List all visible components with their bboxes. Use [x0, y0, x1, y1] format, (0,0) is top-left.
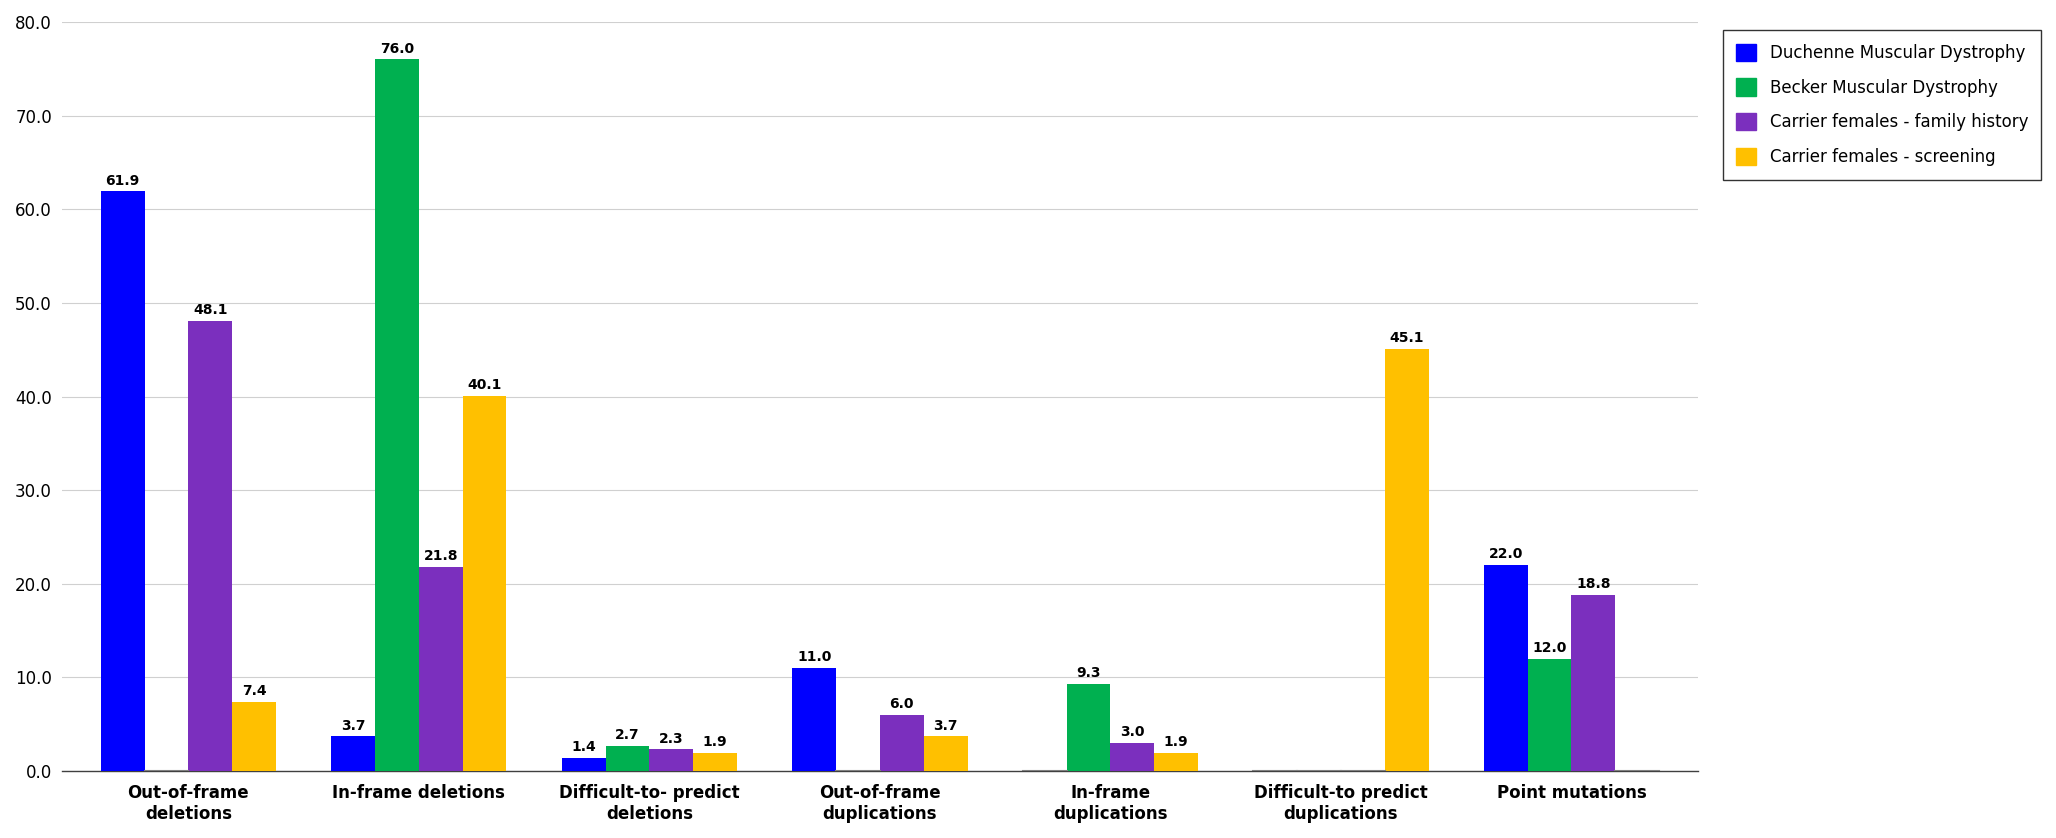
- Text: 7.4: 7.4: [243, 684, 267, 698]
- Bar: [1153, 753, 1199, 771]
- Text: 2.7: 2.7: [615, 728, 639, 742]
- Legend: Duchenne Muscular Dystrophy, Becker Muscular Dystrophy, Carrier females - family: Duchenne Muscular Dystrophy, Becker Musc…: [1723, 30, 2042, 179]
- Text: 2.3: 2.3: [660, 732, 683, 746]
- Bar: [1484, 565, 1528, 771]
- Text: 61.9: 61.9: [105, 173, 140, 188]
- Bar: [607, 746, 650, 771]
- Bar: [792, 668, 837, 771]
- Text: 40.1: 40.1: [467, 378, 502, 392]
- Bar: [331, 737, 374, 771]
- Bar: [650, 749, 693, 771]
- Text: 22.0: 22.0: [1489, 547, 1523, 561]
- Bar: [693, 753, 736, 771]
- Text: 9.3: 9.3: [1075, 666, 1100, 680]
- Text: 12.0: 12.0: [1532, 641, 1567, 655]
- Bar: [1528, 659, 1571, 771]
- Bar: [232, 701, 276, 771]
- Bar: [880, 715, 923, 771]
- Text: 76.0: 76.0: [380, 42, 413, 55]
- Bar: [101, 191, 144, 771]
- Text: 6.0: 6.0: [890, 697, 915, 711]
- Bar: [189, 321, 232, 771]
- Bar: [419, 566, 463, 771]
- Text: 11.0: 11.0: [798, 650, 831, 665]
- Text: 3.0: 3.0: [1121, 725, 1145, 739]
- Text: 45.1: 45.1: [1390, 331, 1425, 345]
- Bar: [561, 758, 607, 771]
- Text: 48.1: 48.1: [193, 303, 228, 317]
- Text: 21.8: 21.8: [424, 549, 458, 563]
- Text: 1.9: 1.9: [1164, 736, 1188, 749]
- Text: 18.8: 18.8: [1577, 577, 1610, 592]
- Bar: [923, 737, 968, 771]
- Text: 1.4: 1.4: [572, 740, 596, 754]
- Bar: [1110, 743, 1153, 771]
- Text: 3.7: 3.7: [341, 719, 366, 732]
- Text: 1.9: 1.9: [703, 736, 728, 749]
- Bar: [463, 396, 506, 771]
- Bar: [1571, 595, 1616, 771]
- Bar: [374, 59, 419, 771]
- Bar: [1067, 684, 1110, 771]
- Text: 3.7: 3.7: [933, 719, 958, 732]
- Bar: [1386, 349, 1429, 771]
